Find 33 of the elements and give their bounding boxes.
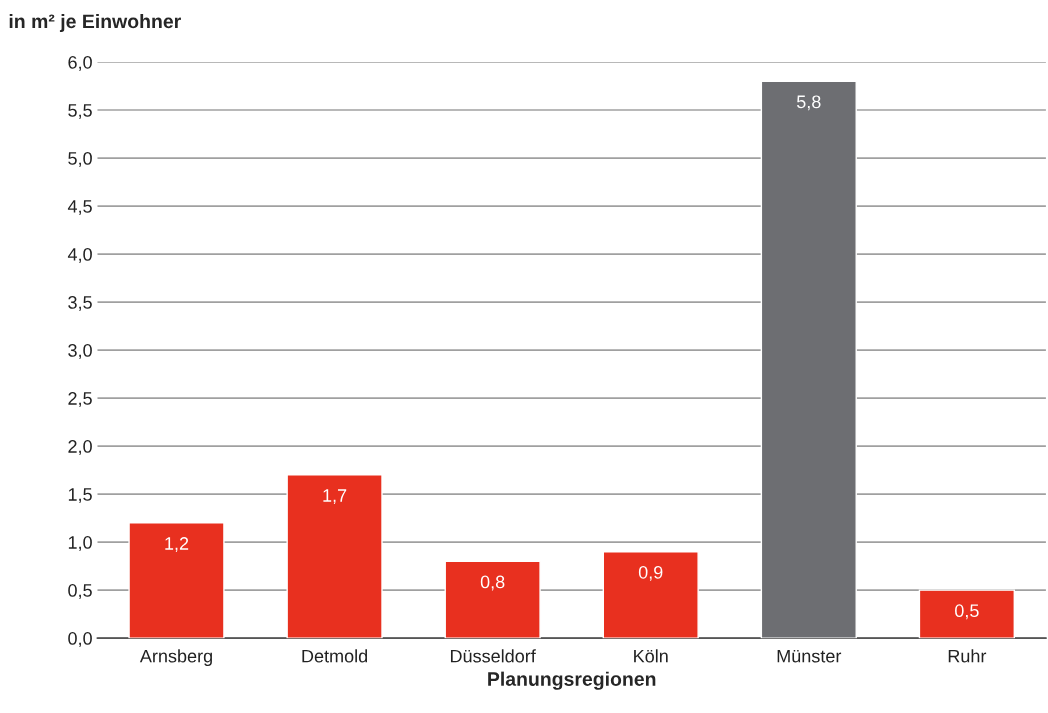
y-tick-label: 1,5 [68,488,92,503]
x-axis-title: Planungsregionen [488,671,656,690]
y-tick-label: 3,0 [68,344,92,359]
y-tick-label: 4,5 [67,200,92,215]
bar [286,474,383,639]
x-tick-label: Münster [777,649,842,663]
data-label: 0,8 [480,575,505,591]
bar [918,589,1015,639]
x-tick-label: Düsseldorf [450,649,536,663]
y-tick-label: 0,0 [68,632,92,647]
y-tick-label: 5,0 [68,151,92,167]
x-tick-label: Arnsberg [139,649,212,667]
y-tick-label: 2,0 [68,440,92,455]
bar [760,80,857,639]
x-tick-label: Ruhr [948,649,987,663]
data-label: 0,9 [638,565,663,581]
y-tick-label: 2,5 [68,392,92,407]
data-label: 5,8 [796,95,821,111]
data-label: 0,5 [955,604,979,620]
y-tick-label: 6,0 [68,55,92,71]
y-tick-label: 0,5 [68,584,92,599]
bar [602,551,699,639]
bar [444,560,541,639]
data-label: 1,2 [165,537,189,553]
x-tick-label: Detmold [302,649,368,663]
y-tick-label: 1,0 [68,536,92,551]
y-tick-label: 4,0 [67,248,92,263]
data-label: 1,7 [323,489,347,505]
y-tick-label: 3,5 [68,296,92,311]
bar [128,522,225,639]
y-tick-label: 5,5 [68,104,92,119]
y-axis-title: in m² je Einwohner [9,13,181,33]
x-tick-label: Köln [634,649,668,663]
